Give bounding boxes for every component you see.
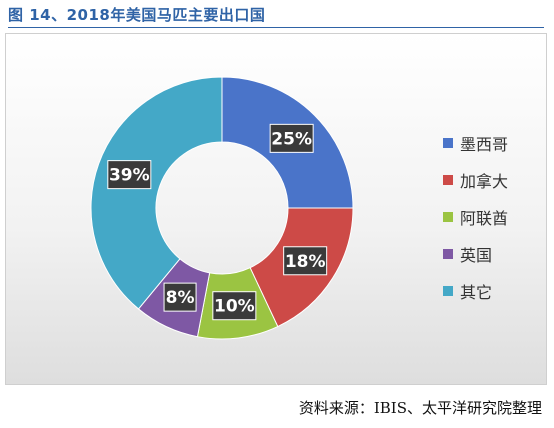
data-label-canada: 18% <box>283 246 328 276</box>
donut-chart: 25% 18% 10% 8% 39% <box>90 76 354 340</box>
data-label-box <box>212 291 257 321</box>
source-note: 资料来源：IBIS、太平洋研究院整理 <box>298 399 542 417</box>
data-label-other: 39% <box>107 160 152 190</box>
data-label-box <box>283 246 328 276</box>
legend-swatch <box>443 137 453 148</box>
legend-swatch <box>443 174 453 185</box>
legend-item-mexico: 墨西哥 <box>443 124 508 161</box>
data-label-uk: 8% <box>163 282 197 312</box>
legend-label: 加拿大 <box>460 171 509 191</box>
data-label-text: 10% <box>214 297 255 317</box>
legend-label: 其它 <box>460 282 493 302</box>
legend-item-other: 其它 <box>443 272 508 309</box>
chart-area: 25% 18% 10% 8% 39% 墨西哥 加拿大 阿联酋 英国 其它 <box>5 33 547 385</box>
data-label-text: 18% <box>285 252 326 272</box>
legend-item-uae: 阿联酋 <box>443 198 508 235</box>
data-label-text: 25% <box>271 129 312 149</box>
data-label-uae: 10% <box>212 291 257 321</box>
title-rule <box>8 27 544 28</box>
data-label-text: 8% <box>166 288 195 308</box>
legend-swatch <box>443 211 453 222</box>
legend-swatch <box>443 285 453 296</box>
data-label-mexico: 25% <box>269 123 314 153</box>
legend-label: 英国 <box>460 245 493 265</box>
data-label-box <box>269 123 314 153</box>
figure-title: 图 14、2018年美国马匹主要出口国 <box>8 6 266 24</box>
slice-other <box>90 76 223 310</box>
data-label-box <box>163 282 197 312</box>
legend-item-canada: 加拿大 <box>443 161 508 198</box>
legend-swatch <box>443 248 453 259</box>
legend-label: 墨西哥 <box>460 134 509 154</box>
data-label-box <box>107 160 152 190</box>
data-label-text: 39% <box>109 166 150 186</box>
legend-item-uk: 英国 <box>443 235 508 272</box>
legend: 墨西哥 加拿大 阿联酋 英国 其它 <box>443 124 508 309</box>
legend-label: 阿联酋 <box>460 208 509 228</box>
